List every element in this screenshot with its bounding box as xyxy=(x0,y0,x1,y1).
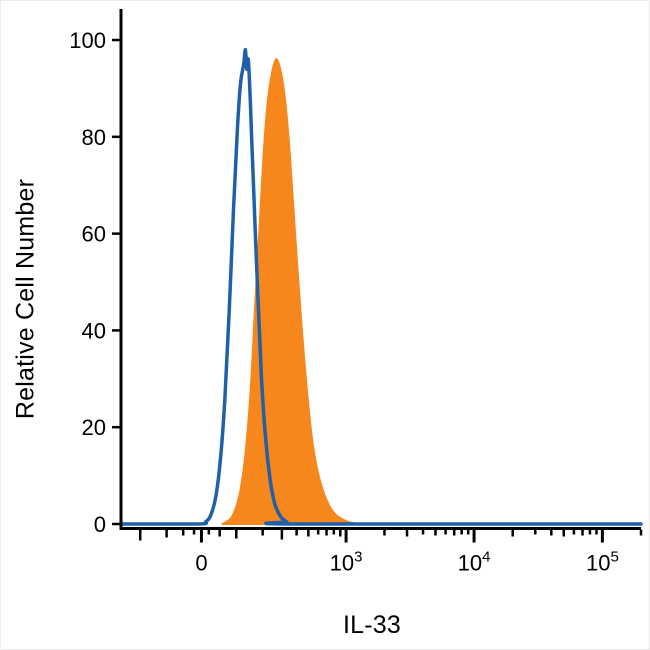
y-tick-label: 20 xyxy=(82,415,106,440)
isotype-control-curve xyxy=(119,47,643,526)
x-tick-label: 0 xyxy=(195,551,207,576)
x-tick-label: 105 xyxy=(586,549,619,576)
y-tick-label: 0 xyxy=(94,512,106,537)
y-axis-title: Relative Cell Number xyxy=(11,178,40,420)
y-tick-label: 60 xyxy=(82,222,106,247)
x-tick-label: 103 xyxy=(330,549,363,576)
y-tick-label: 100 xyxy=(69,28,106,53)
il33-stained-curve xyxy=(221,58,359,525)
x-tick-label: 104 xyxy=(458,549,491,576)
x-axis-title: IL-33 xyxy=(343,611,401,639)
y-tick-label: 40 xyxy=(82,318,106,343)
y-tick-label: 80 xyxy=(82,125,106,150)
